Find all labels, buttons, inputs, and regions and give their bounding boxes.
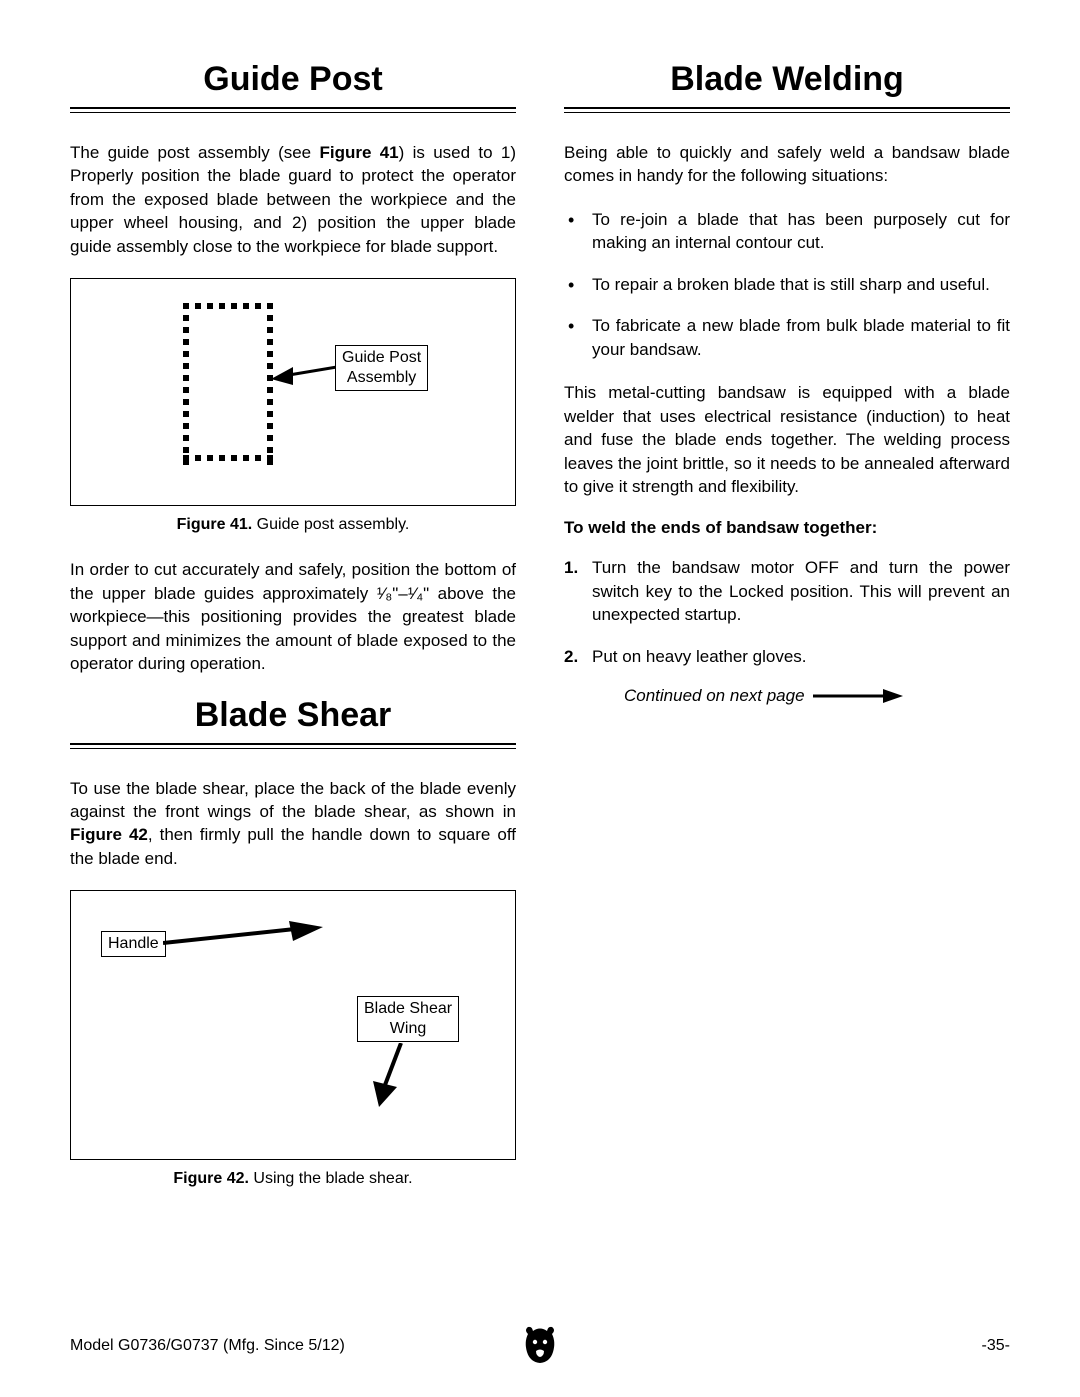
title-rule — [70, 107, 516, 113]
label-line: Guide Post — [342, 349, 421, 366]
caption-bold: Figure 42. — [173, 1170, 249, 1187]
step-item: 2. Put on heavy leather gloves. — [564, 645, 1010, 668]
figure-42: Handle Blade Shear Wing — [70, 890, 516, 1160]
step-item: 1. Turn the bandsaw motor OFF and turn t… — [564, 556, 1010, 626]
guide-post-para2: In order to cut accurately and safely, p… — [70, 558, 516, 675]
caption-bold: Figure 41. — [177, 516, 253, 533]
figure-42-caption: Figure 42. Using the blade shear. — [70, 1170, 516, 1188]
welding-para2: This metal-cutting bandsaw is equipped w… — [564, 381, 1010, 498]
footer-logo — [522, 1324, 558, 1369]
arrow-icon — [271, 361, 337, 385]
arrow-icon — [371, 1043, 411, 1107]
handle-label: Handle — [101, 931, 166, 957]
label-line: Wing — [390, 1020, 426, 1037]
label-line: Blade Shear — [364, 1000, 452, 1017]
title-rule — [564, 107, 1010, 113]
bullet-item: To repair a broken blade that is still s… — [564, 273, 1010, 296]
label-line: Assembly — [347, 369, 416, 386]
welding-intro: Being able to quickly and safely weld a … — [564, 141, 1010, 188]
welding-subhead: To weld the ends of bandsaw together: — [564, 518, 1010, 538]
figure-41-label: Guide Post Assembly — [335, 345, 428, 391]
guide-post-intro: The guide post assembly (see Figure 41) … — [70, 141, 516, 258]
welding-bullets: To re-join a blade that has been purpose… — [564, 208, 1010, 361]
figure-ref: Figure 41 — [319, 143, 398, 162]
footer-page-number: -35- — [982, 1337, 1010, 1355]
step-text: Turn the bandsaw motor OFF and turn the … — [592, 558, 1010, 624]
footer-model: Model G0736/G0737 (Mfg. Since 5/12) — [70, 1337, 345, 1355]
figure-41-caption: Figure 41. Guide post assembly. — [70, 516, 516, 534]
step-number: 1. — [564, 556, 578, 579]
figure-41: Guide Post Assembly — [70, 278, 516, 506]
page-footer: Model G0736/G0737 (Mfg. Since 5/12) -35- — [70, 1337, 1010, 1355]
arrow-icon — [163, 921, 323, 951]
continued-text: Continued on next page — [624, 686, 805, 706]
blade-shear-intro: To use the blade shear, place the back o… — [70, 777, 516, 871]
arrow-right-icon — [813, 689, 903, 703]
caption-text: Guide post assembly. — [252, 516, 409, 533]
figure-ref: Figure 42 — [70, 825, 148, 844]
continued-note: Continued on next page — [624, 686, 1010, 706]
guide-post-title: Guide Post — [70, 60, 516, 99]
welding-steps: 1. Turn the bandsaw motor OFF and turn t… — [564, 556, 1010, 668]
text: The guide post assembly (see — [70, 143, 319, 162]
step-text: Put on heavy leather gloves. — [592, 647, 807, 666]
title-rule — [70, 743, 516, 749]
caption-text: Using the blade shear. — [249, 1170, 413, 1187]
wing-label: Blade Shear Wing — [357, 996, 459, 1042]
bear-icon — [522, 1324, 558, 1364]
blade-shear-title: Blade Shear — [70, 696, 516, 735]
blade-welding-title: Blade Welding — [564, 60, 1010, 99]
bullet-item: To fabricate a new blade from bulk blade… — [564, 314, 1010, 361]
step-number: 2. — [564, 645, 578, 668]
text: To use the blade shear, place the back o… — [70, 779, 516, 821]
bullet-item: To re-join a blade that has been purpose… — [564, 208, 1010, 255]
